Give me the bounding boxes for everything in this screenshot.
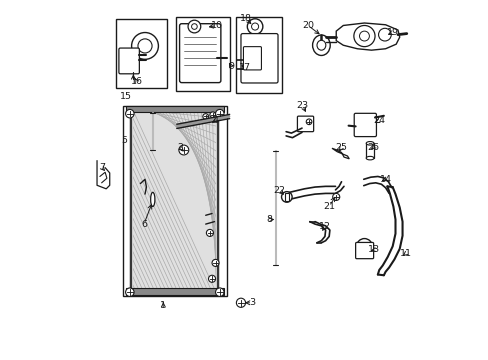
Text: 4: 4 (212, 116, 218, 125)
Circle shape (208, 275, 215, 282)
Circle shape (212, 259, 219, 266)
FancyBboxPatch shape (241, 33, 278, 83)
Circle shape (305, 119, 311, 125)
Circle shape (281, 192, 291, 202)
Ellipse shape (366, 156, 373, 160)
Circle shape (131, 32, 158, 59)
Text: 2: 2 (177, 143, 183, 152)
FancyBboxPatch shape (355, 242, 373, 259)
Circle shape (359, 31, 368, 41)
Text: 15: 15 (120, 91, 132, 100)
Circle shape (378, 28, 390, 41)
FancyBboxPatch shape (119, 48, 139, 74)
Ellipse shape (316, 40, 325, 50)
Bar (235, 17, 281, 93)
Text: 11: 11 (399, 249, 411, 258)
Text: 23: 23 (296, 102, 308, 111)
Bar (132, 109, 216, 293)
Bar (126, 288, 224, 294)
Text: 9: 9 (227, 62, 234, 71)
Bar (366, 143, 373, 158)
Ellipse shape (150, 192, 155, 207)
Circle shape (215, 288, 224, 296)
Text: 13: 13 (367, 246, 380, 255)
Bar (126, 106, 224, 112)
Circle shape (125, 288, 134, 296)
Bar (122, 106, 226, 296)
Ellipse shape (312, 35, 329, 55)
Text: 5: 5 (122, 136, 127, 145)
Bar (116, 19, 166, 88)
Circle shape (138, 39, 152, 53)
Text: 1: 1 (160, 301, 166, 310)
FancyBboxPatch shape (353, 113, 376, 136)
Bar (175, 17, 230, 91)
Circle shape (206, 229, 213, 237)
Circle shape (247, 19, 263, 34)
FancyBboxPatch shape (297, 116, 313, 132)
Circle shape (353, 26, 374, 47)
Text: 6: 6 (141, 220, 147, 229)
Text: 17: 17 (239, 63, 251, 72)
Text: 20: 20 (302, 21, 313, 30)
Circle shape (356, 239, 371, 254)
Circle shape (125, 109, 134, 118)
Circle shape (179, 145, 188, 155)
Circle shape (203, 114, 208, 119)
Circle shape (251, 23, 258, 30)
Text: 8: 8 (265, 215, 272, 224)
Text: 12: 12 (318, 222, 330, 231)
Text: 24: 24 (372, 116, 385, 125)
Text: 19: 19 (386, 28, 398, 37)
Circle shape (215, 109, 224, 118)
Text: 16: 16 (131, 77, 142, 86)
Text: 14: 14 (379, 175, 391, 184)
Polygon shape (331, 148, 348, 159)
Bar (284, 193, 288, 201)
Text: 26: 26 (366, 143, 379, 152)
Circle shape (188, 20, 201, 33)
Text: 7: 7 (99, 163, 105, 172)
FancyBboxPatch shape (243, 47, 261, 70)
Text: 10: 10 (210, 21, 223, 30)
Text: 18: 18 (240, 14, 252, 23)
FancyBboxPatch shape (179, 24, 221, 83)
Text: 3: 3 (249, 298, 255, 307)
Text: 22: 22 (273, 186, 285, 195)
Text: 21: 21 (323, 202, 334, 211)
Ellipse shape (366, 141, 373, 145)
Text: 25: 25 (335, 143, 347, 152)
Circle shape (332, 193, 339, 201)
Circle shape (209, 112, 215, 118)
Polygon shape (336, 23, 399, 50)
Circle shape (236, 298, 245, 307)
Circle shape (191, 24, 197, 30)
